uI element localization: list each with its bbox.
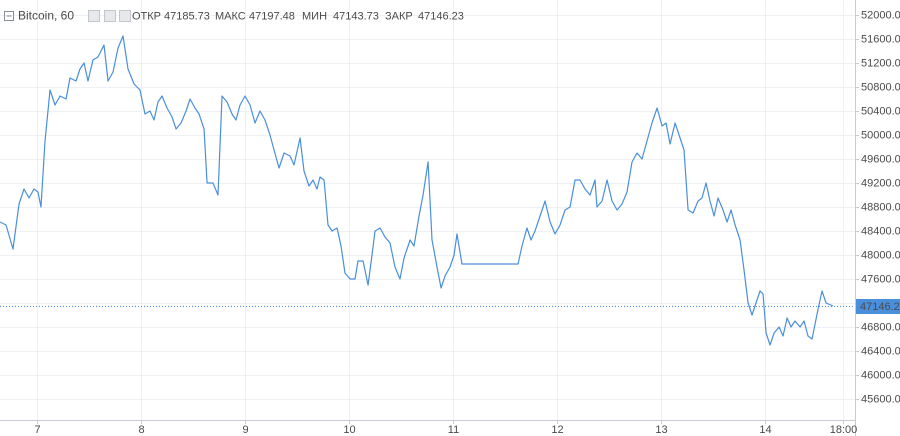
x-tick-label: 8	[138, 424, 144, 436]
ohlc-label: ЗАКР	[385, 10, 413, 22]
ohlc-value: 47146.23	[418, 10, 464, 22]
y-tick-label: 50400.00	[861, 105, 900, 117]
y-tick-label: 48000.00	[861, 249, 900, 261]
x-tick-label: 9	[242, 424, 248, 436]
price-line	[0, 35, 834, 346]
ohlc-value: 47197.48	[249, 10, 295, 22]
last-price-label: 47146.23	[860, 301, 900, 313]
x-tick-label: 13	[655, 424, 667, 436]
y-tick-label: 47600.00	[861, 273, 900, 285]
x-tick-label: 7	[34, 424, 40, 436]
y-tick-label: 48400.00	[861, 225, 900, 237]
y-tick-label: 49600.00	[861, 153, 900, 165]
header: Bitcoin, 60	[4, 9, 131, 23]
hide-icon[interactable]	[104, 10, 116, 22]
ohlc-label: МАКС	[215, 10, 246, 22]
remove-icon[interactable]	[119, 10, 131, 22]
x-tick-label: 14	[759, 424, 771, 436]
y-tick-label: 45600.00	[861, 393, 900, 405]
x-tick-label: 12	[551, 424, 563, 436]
y-tick-label: 50800.00	[861, 81, 900, 93]
y-tick-label: 51600.00	[861, 33, 900, 45]
ohlc-value: 47143.73	[333, 10, 379, 22]
last-price-box	[856, 299, 900, 314]
y-tick-label: 46800.00	[861, 321, 900, 333]
axes: 45600.0046000.0046400.0046800.0047200.00…	[34, 9, 900, 436]
chart-title: Bitcoin, 60	[18, 9, 74, 23]
plot	[0, 35, 855, 346]
ohlc-value: 47185.73	[164, 10, 210, 22]
x-tick-label: 18:00	[830, 424, 858, 436]
y-tick-label: 49200.00	[861, 177, 900, 189]
settings-icon[interactable]	[88, 10, 100, 22]
x-tick-label: 10	[343, 424, 355, 436]
y-tick-label: 46400.00	[861, 345, 900, 357]
y-tick-label: 46000.00	[861, 369, 900, 381]
collapse-icon[interactable]	[4, 11, 14, 21]
grid	[0, 0, 855, 420]
ohlc-label: МИН	[302, 10, 327, 22]
ohlc-values: ОТКР 47185.73 МАКС 47197.48 МИН 47143.73 ЗАКР 4…	[132, 10, 464, 22]
ohlc-label: ОТКР	[132, 10, 161, 22]
y-tick-label: 52000.00	[861, 9, 900, 21]
x-tick-label: 11	[448, 424, 459, 436]
y-tick-label: 48800.00	[861, 201, 900, 213]
y-tick-label: 50000.00	[861, 129, 900, 141]
y-tick-label: 51200.00	[861, 57, 900, 69]
